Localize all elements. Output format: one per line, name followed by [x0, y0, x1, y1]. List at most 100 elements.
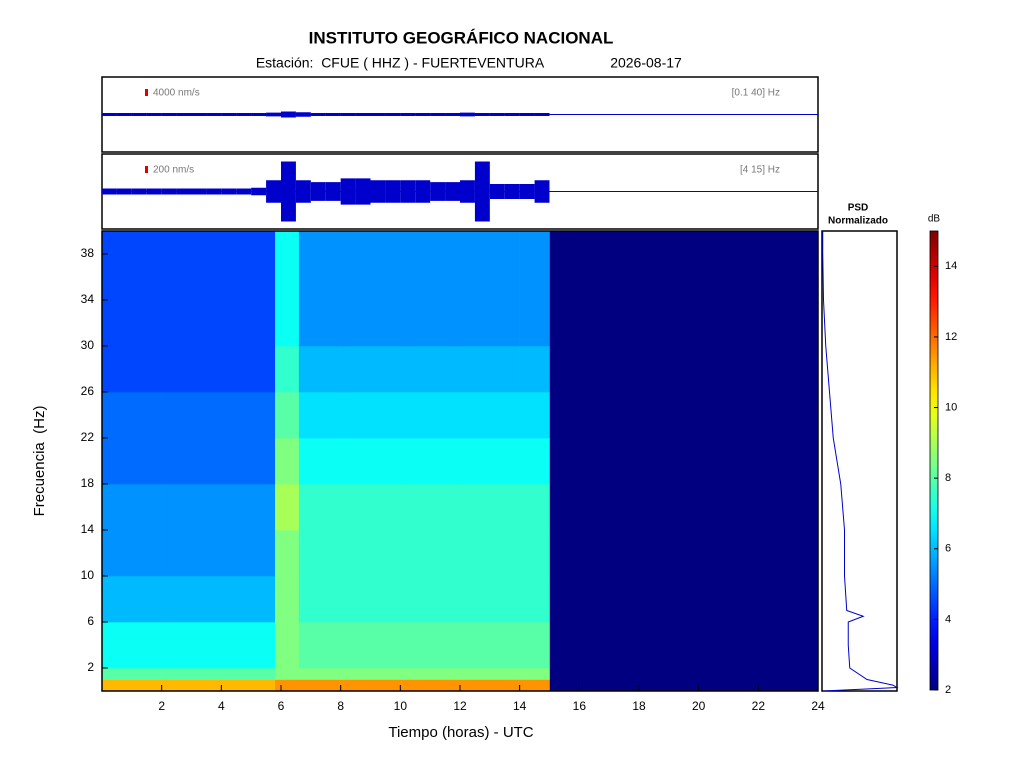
heatmap-cell: [298, 576, 341, 623]
heatmap-cell: [340, 668, 401, 680]
x-tick-label: 14: [513, 699, 527, 713]
heatmap-cell: [340, 231, 401, 301]
heatmap-cell: [102, 300, 162, 347]
heatmap-cell: [275, 300, 300, 347]
trace-envelope: [445, 113, 460, 116]
trace-envelope: [430, 182, 446, 201]
heatmap-cell: [340, 346, 401, 393]
heatmap-cell: [102, 484, 162, 531]
colorbar: [929, 230, 939, 691]
heatmap-cell: [161, 231, 222, 301]
colorbar-tick-label: 2: [945, 684, 951, 696]
heatmap-cell: [161, 622, 222, 669]
colorbar-tick-label: 10: [945, 401, 957, 413]
heatmap-cell: [161, 484, 222, 531]
band-label: [0.1 40] Hz: [732, 88, 780, 99]
trace-envelope: [534, 113, 550, 116]
colorbar-label: dB: [928, 214, 941, 225]
colorbar-tick-label: 12: [945, 331, 957, 343]
trace-envelope: [355, 113, 371, 116]
x-tick-label: 2: [158, 699, 165, 713]
trace-envelope: [445, 182, 460, 201]
scale-label: 4000 nm/s: [153, 88, 200, 99]
x-tick-label: 24: [811, 699, 825, 713]
heatmap-cell: [221, 530, 276, 577]
trace-envelope: [400, 180, 416, 203]
heatmap-cell: [460, 576, 520, 623]
trace-envelope: [340, 113, 356, 116]
trace-envelope: [489, 184, 505, 199]
heatmap-cell: [460, 484, 520, 531]
trace-envelope: [206, 188, 222, 195]
x-tick-label: 16: [573, 699, 587, 713]
heatmap-cell: [275, 530, 300, 577]
heatmap-cell: [460, 438, 520, 485]
chart-title: INSTITUTO GEOGRÁFICO NACIONAL: [309, 28, 614, 47]
heatmap-cell: [275, 484, 300, 531]
heatmap-cell: [161, 679, 222, 692]
heatmap-cell: [460, 668, 520, 680]
trace-envelope: [460, 112, 475, 117]
trace-envelope: [355, 178, 371, 205]
heatmap-cell: [102, 530, 162, 577]
heatmap-cell: [102, 668, 162, 680]
trace-envelope: [176, 188, 192, 195]
heatmap-cell: [460, 679, 520, 692]
heatmap-cell: [275, 679, 300, 692]
subtitle: Estación: CFUE ( HHZ ) - FUERTEVENTURA: [256, 55, 545, 71]
heatmap-cell: [161, 576, 222, 623]
x-tick-label: 6: [278, 699, 285, 713]
heatmap-cell: [298, 300, 341, 347]
heatmap-cell: [298, 530, 341, 577]
heatmap-cell: [275, 392, 300, 439]
trace-envelope: [489, 113, 505, 116]
heatmap-cell: [519, 438, 550, 485]
trace-envelope: [266, 180, 281, 203]
trace-envelope: [161, 188, 177, 195]
trace-envelope: [415, 180, 431, 203]
trace-envelope: [131, 113, 147, 116]
y-tick-label: 2: [87, 660, 94, 674]
trace-envelope: [340, 178, 356, 205]
heatmap-cell: [102, 576, 162, 623]
heatmap-cell: [221, 576, 276, 623]
trace-envelope: [295, 180, 311, 203]
heatmap-cell: [400, 438, 461, 485]
heatmap-cell: [161, 438, 222, 485]
trace-envelope: [281, 111, 296, 118]
trace-envelope: [116, 188, 132, 195]
x-tick-label: 12: [453, 699, 467, 713]
heatmap-cell: [400, 679, 461, 692]
heatmap-cell: [102, 231, 162, 301]
trace-envelope: [221, 113, 237, 116]
heatmap-cell: [161, 300, 222, 347]
trace-envelope: [191, 188, 207, 195]
trace-envelope: [251, 187, 267, 196]
heatmap-cell: [102, 346, 162, 393]
heatmap-cell: [221, 679, 276, 692]
heatmap-cell: [161, 392, 222, 439]
trace-envelope: [176, 113, 192, 116]
trace-envelope: [460, 180, 475, 203]
x-tick-label: 22: [752, 699, 766, 713]
heatmap-cell: [221, 392, 276, 439]
heatmap-cell: [519, 231, 550, 301]
trace-envelope: [474, 161, 490, 222]
heatmap-cell: [102, 438, 162, 485]
heatmap-cell: [460, 300, 520, 347]
band-label: [4 15] Hz: [740, 165, 780, 176]
heatmap-cell: [340, 576, 401, 623]
trace-envelope: [102, 188, 117, 195]
psd-title: PSD: [848, 203, 869, 214]
heatmap-cell: [519, 679, 550, 692]
x-tick-label: 10: [394, 699, 408, 713]
heatmap-cell: [340, 679, 401, 692]
trace-envelope: [370, 113, 386, 116]
trace-envelope: [221, 188, 237, 195]
trace-envelope: [385, 113, 401, 116]
trace-envelope: [251, 113, 267, 116]
y-tick-label: 38: [81, 246, 95, 260]
y-tick-label: 30: [81, 338, 95, 352]
y-tick-label: 6: [87, 614, 94, 628]
heatmap-cell: [275, 622, 300, 669]
